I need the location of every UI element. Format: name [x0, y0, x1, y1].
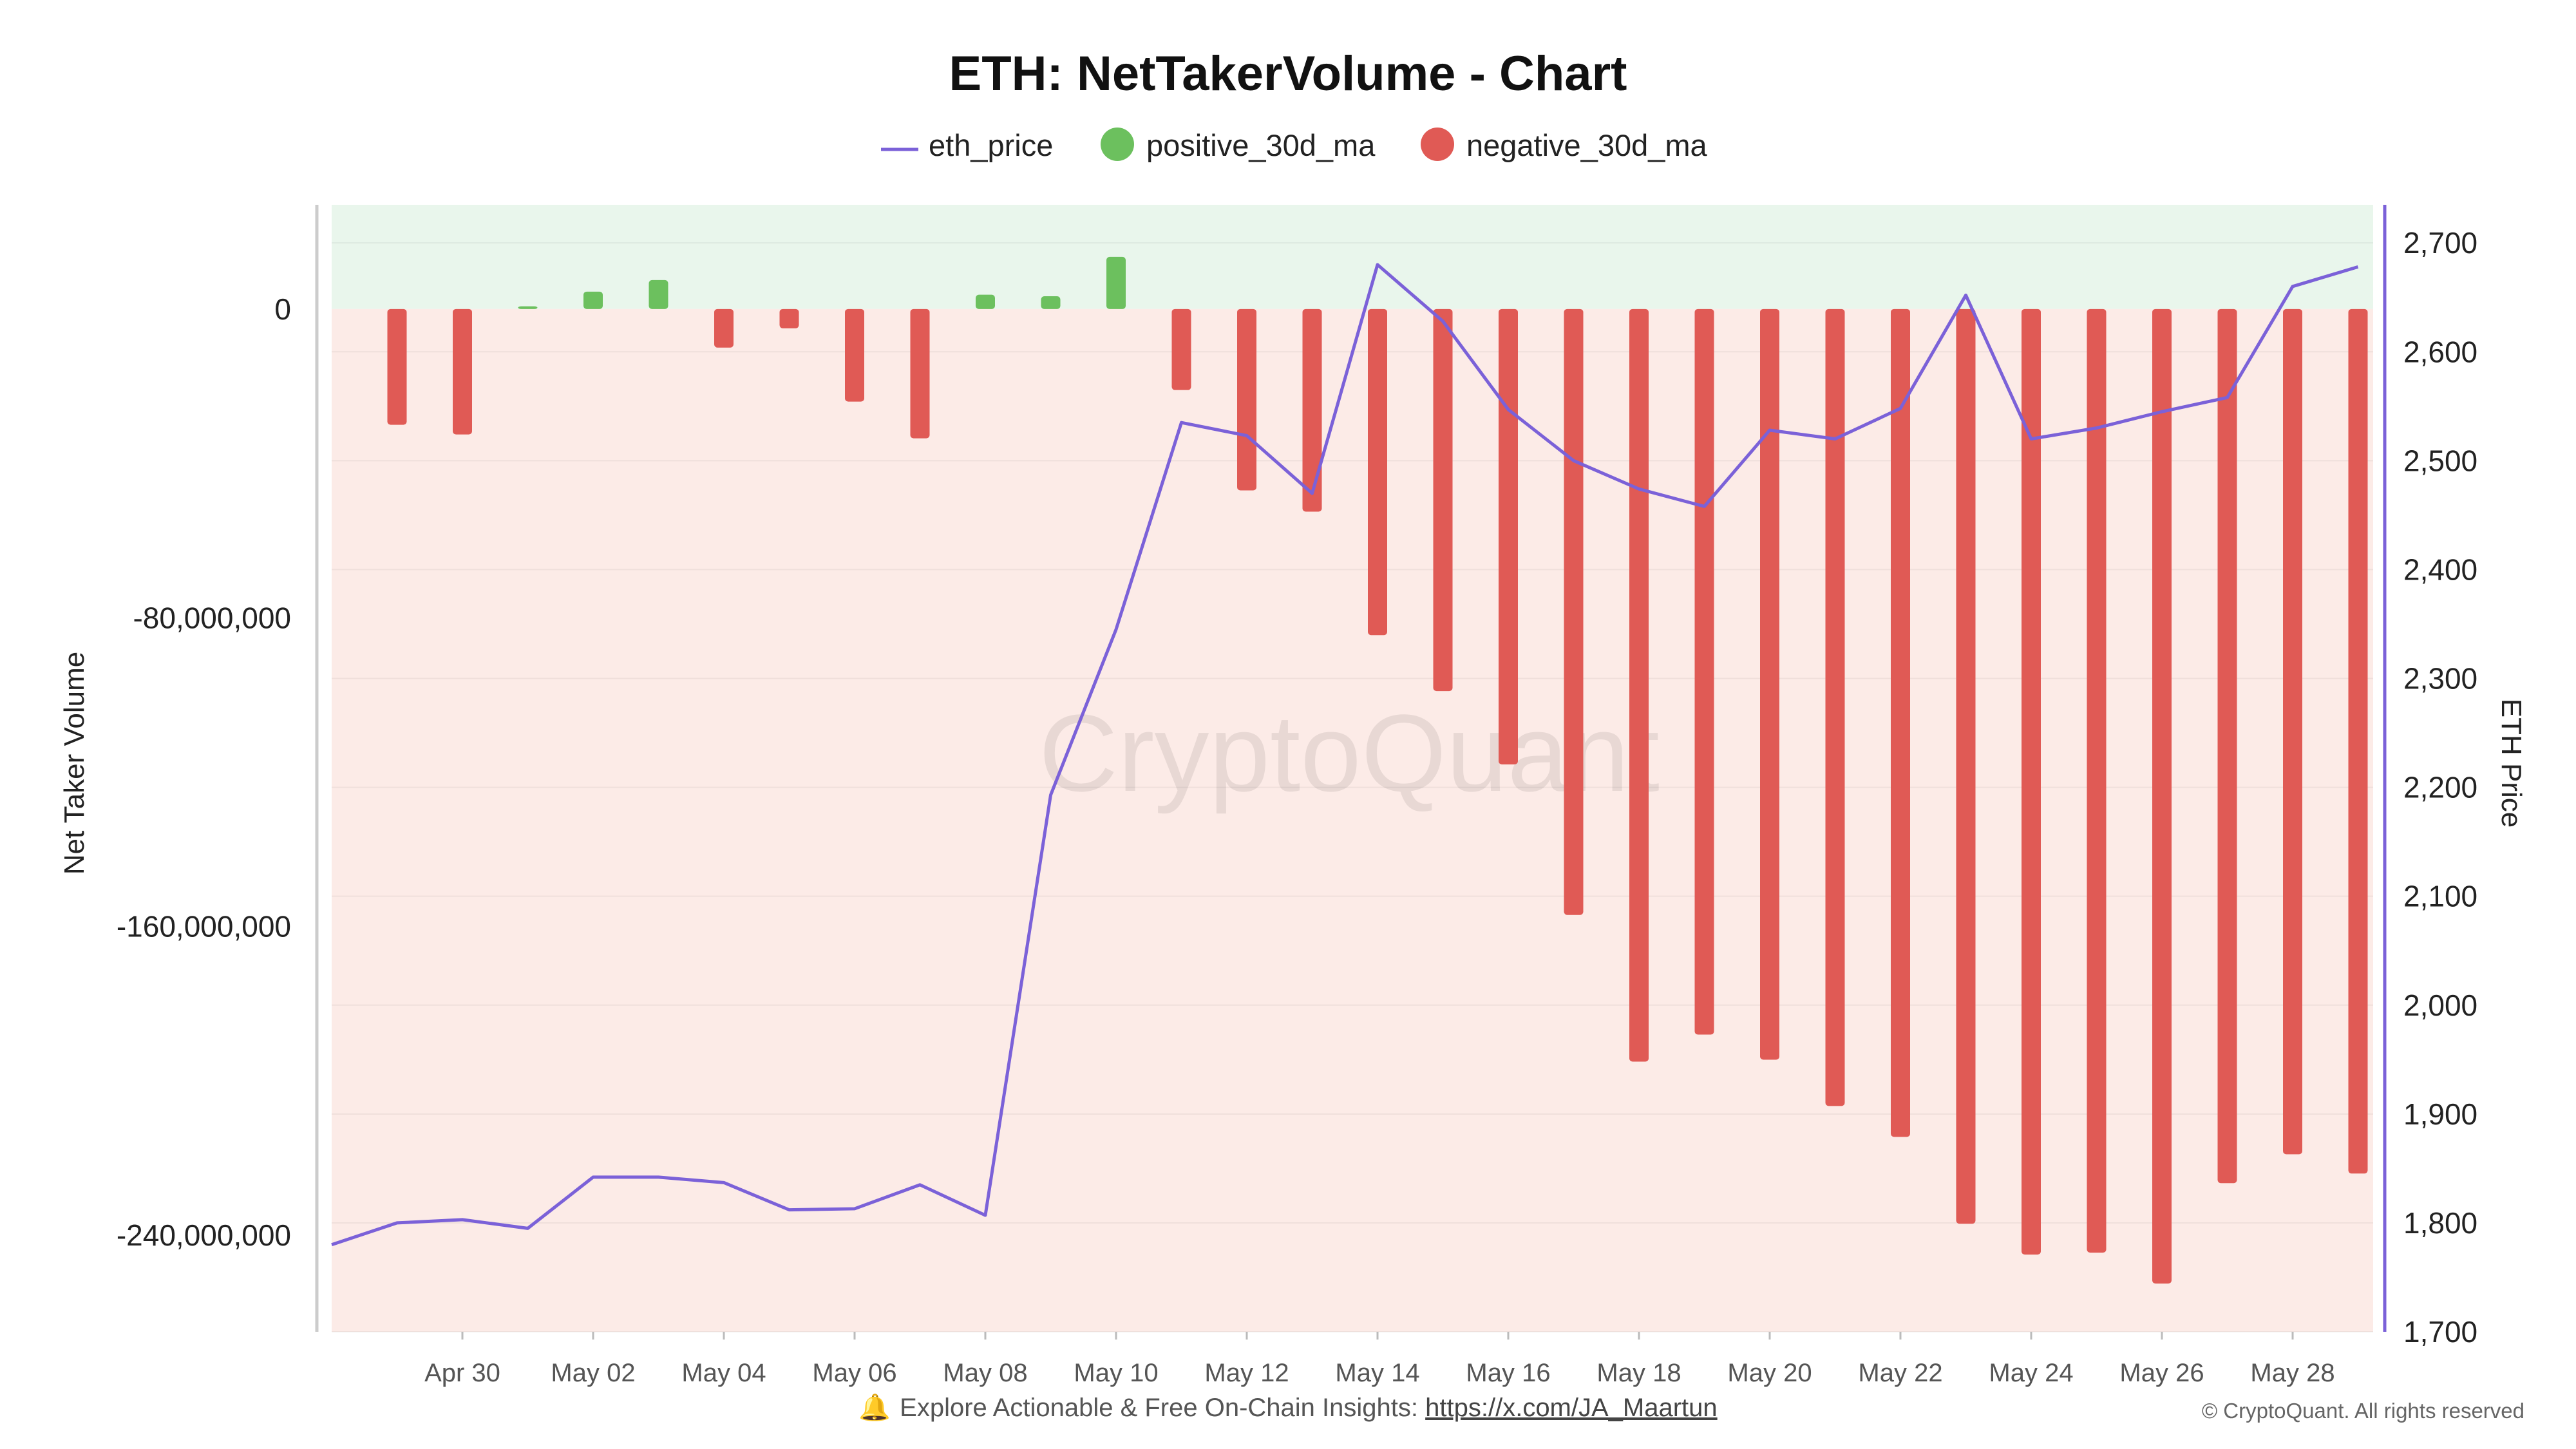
bar-negative-May 28 [2283, 308, 2302, 1155]
bar-negative-May 15 [1433, 308, 1453, 692]
bar-negative-May 29 [2348, 308, 2368, 1174]
legend-label-negative_30d_ma[interactable]: negative_30d_ma [1466, 128, 1708, 162]
x-tick-label: May 24 [1989, 1359, 2073, 1387]
x-tick-label: May 26 [2119, 1359, 2204, 1387]
bar-negative-May 18 [1629, 308, 1649, 1062]
chart-title: ETH: NetTakerVolume - Chart [949, 46, 1627, 101]
bars [387, 256, 2368, 1284]
x-tick-label: May 20 [1727, 1359, 1812, 1387]
bar-negative-May 24 [2022, 308, 2041, 1255]
bar-negative-May 25 [2087, 308, 2107, 1253]
right-tick-label: 2,200 [2403, 771, 2477, 804]
y-axis-label-left: Net Taker Volume [59, 652, 90, 875]
bar-negative-May 21 [1825, 308, 1845, 1106]
x-tick-label: May 06 [812, 1359, 896, 1387]
right-axis-ticks: 1,700 1,800 1,900 2,000 2,100 2,200 2,300 2,400… [2403, 226, 2477, 1349]
left-axis-ticks: 0 -80,000,000 -160,000,000 -240,000,000 [117, 292, 291, 1252]
legend-label-eth_price[interactable]: eth_price [929, 128, 1053, 162]
right-tick-label: 1,700 [2403, 1315, 2477, 1349]
bar-negative-May 17 [1564, 308, 1584, 915]
x-tick-label: Apr 30 [424, 1359, 500, 1387]
bar-negative-May 20 [1760, 308, 1779, 1060]
right-tick-label: 2,000 [2403, 989, 2477, 1022]
bar-positive-May 10 [1106, 256, 1126, 309]
bar-negative-May 23 [1956, 308, 1976, 1224]
x-tick-label: May 22 [1858, 1359, 1942, 1387]
legend-dot-positive_30d_ma [1101, 128, 1134, 161]
x-tick-label: May 12 [1204, 1359, 1289, 1387]
x-tick-label: May 08 [943, 1359, 1027, 1387]
bar-negative-May 22 [1891, 308, 1910, 1137]
left-tick-label: -80,000,000 [133, 601, 291, 634]
bar-negative-May 11 [1171, 308, 1191, 390]
bar-negative-Apr 30 [453, 308, 472, 435]
right-tick-label: 2,600 [2403, 335, 2477, 368]
x-tick-label: May 10 [1074, 1359, 1158, 1387]
bar-negative-May 19 [1694, 308, 1714, 1035]
footer-text: Explore Actionable & Free On-Chain Insig… [900, 1394, 1419, 1422]
footer: 🔔 Explore Actionable & Free On-Chain Insi… [0, 1392, 2576, 1423]
right-tick-label: 2,500 [2403, 444, 2477, 477]
legend-dot-negative_30d_ma [1421, 128, 1454, 161]
bar-negative-May 14 [1368, 308, 1387, 636]
eth-price-line [331, 263, 2359, 1247]
bar-negative-Apr 29 [387, 308, 407, 425]
x-axis-ticks: Apr 30 May 02 May 04 May 06 May 08 May 10 May … [424, 1332, 2335, 1387]
bar-positive-May 02 [583, 291, 603, 309]
left-tick-label: 0 [274, 292, 291, 326]
bar-negative-May 07 [910, 308, 930, 439]
bar-positive-May 01 [518, 306, 538, 309]
right-tick-label: 1,900 [2403, 1097, 2477, 1131]
copyright: © CryptoQuant. All rights reserved [2201, 1399, 2524, 1423]
bar-negative-May 16 [1499, 308, 1518, 765]
bar-positive-May 03 [649, 279, 668, 309]
footer-link[interactable]: https://x.com/JA_Maartun [1425, 1394, 1718, 1422]
x-tick-label: May 14 [1335, 1359, 1419, 1387]
bell-icon: 🔔 [858, 1394, 891, 1422]
x-tick-label: May 18 [1596, 1359, 1681, 1387]
bar-negative-May 12 [1237, 308, 1256, 491]
x-tick-label: May 04 [681, 1359, 766, 1387]
bar-negative-May 27 [2217, 308, 2237, 1184]
bar-positive-May 08 [976, 294, 995, 309]
legend: eth_price positive_30d_ma negative_30d_ma [881, 128, 1708, 162]
price-series [331, 263, 2359, 1247]
y-axis-label-right: ETH Price [2496, 699, 2527, 828]
right-tick-label: 1,800 [2403, 1206, 2477, 1240]
left-tick-label: -160,000,000 [117, 910, 291, 943]
x-tick-label: May 16 [1466, 1359, 1550, 1387]
right-tick-label: 2,700 [2403, 226, 2477, 260]
legend-label-positive_30d_ma[interactable]: positive_30d_ma [1146, 128, 1376, 162]
positive-zone [332, 205, 2373, 309]
x-tick-label: May 02 [551, 1359, 635, 1387]
bar-negative-May 06 [845, 308, 864, 402]
bar-negative-May 13 [1302, 308, 1322, 512]
bar-positive-May 09 [1041, 296, 1061, 309]
right-tick-label: 2,300 [2403, 662, 2477, 696]
watermark: CryptoQuant [1039, 692, 1660, 815]
right-tick-label: 2,100 [2403, 880, 2477, 913]
bar-negative-May 26 [2152, 308, 2172, 1284]
axes [315, 205, 2387, 1332]
bar-negative-May 05 [779, 308, 799, 328]
x-tick-label: May 28 [2250, 1359, 2334, 1387]
bar-negative-May 04 [714, 308, 734, 348]
right-tick-label: 2,400 [2403, 553, 2477, 586]
left-tick-label: -240,000,000 [117, 1218, 291, 1252]
